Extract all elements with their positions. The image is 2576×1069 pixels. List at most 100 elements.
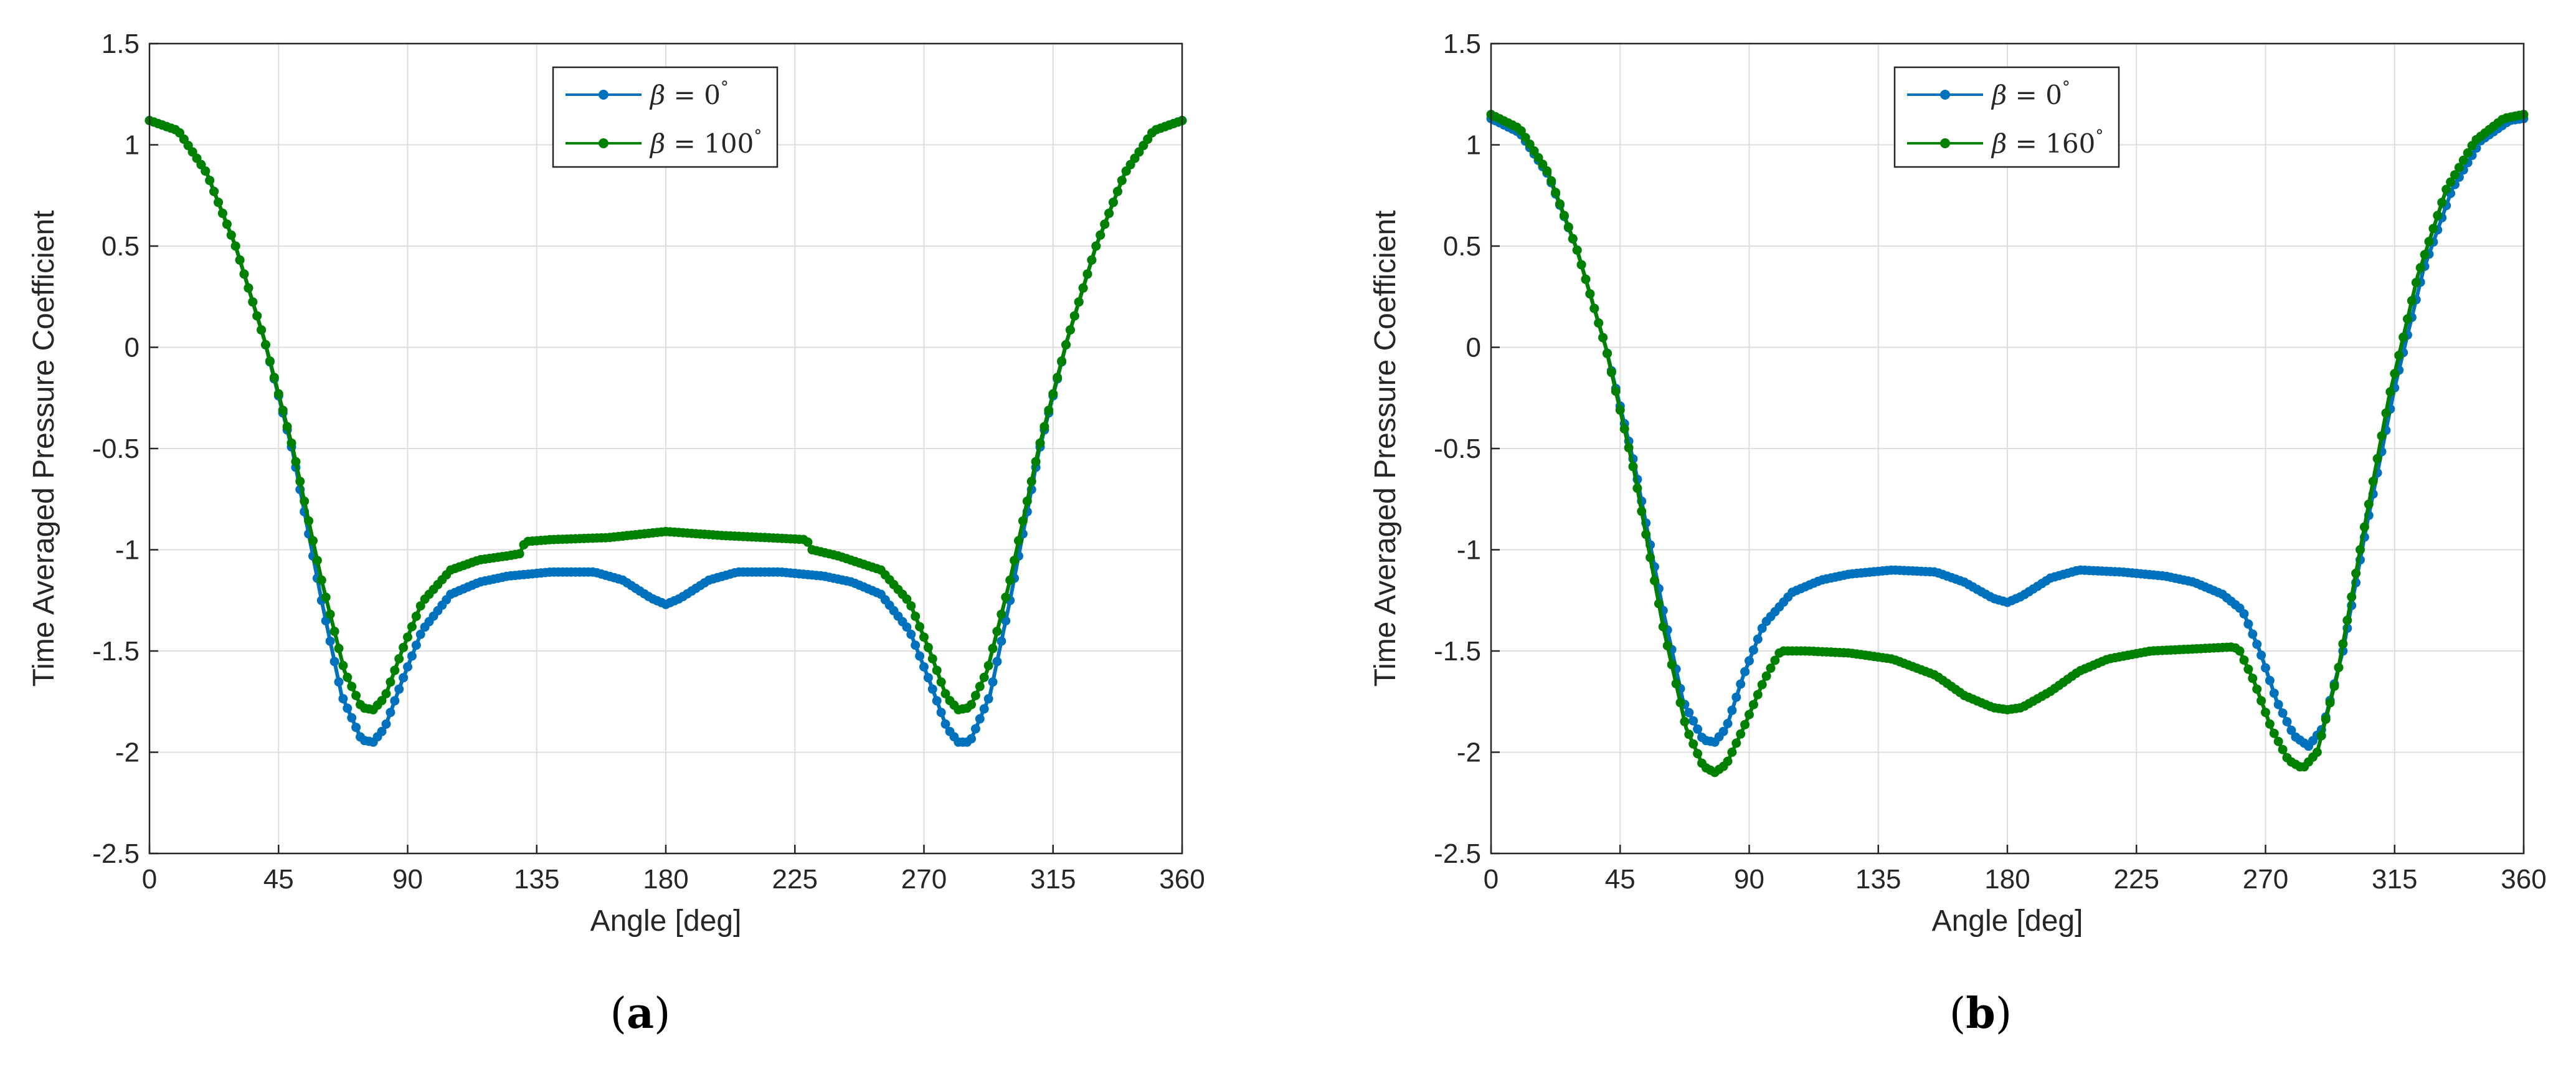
x-tick-label: 270 — [2243, 864, 2288, 895]
data-point — [2321, 715, 2331, 725]
data-point — [1624, 443, 1634, 453]
data-point — [997, 609, 1006, 619]
data-point — [906, 601, 916, 611]
y-tick-label: -2.5 — [1434, 839, 1481, 869]
data-point — [399, 673, 409, 683]
data-point — [1096, 230, 1106, 240]
legend-label-prefix: β = — [1991, 80, 2045, 110]
data-point — [940, 719, 950, 729]
data-point — [1546, 176, 1556, 186]
y-tick-label: 1 — [1466, 130, 1481, 161]
data-point — [334, 677, 344, 687]
data-point — [919, 662, 929, 672]
data-point — [1078, 283, 1088, 293]
data-point — [329, 657, 339, 667]
data-point — [1718, 726, 1728, 736]
data-point — [386, 708, 395, 718]
data-point — [1753, 634, 1763, 644]
data-point — [2273, 700, 2283, 710]
x-tick-label: 225 — [2114, 864, 2159, 895]
data-point — [338, 694, 348, 704]
data-point — [1022, 496, 1032, 506]
data-point — [244, 283, 253, 293]
legend-marker — [599, 138, 608, 148]
data-point — [2356, 545, 2365, 554]
data-point — [394, 684, 404, 694]
data-point — [975, 682, 985, 691]
data-point — [325, 609, 335, 619]
legend-label: β = 160° — [1991, 127, 2103, 159]
data-point — [273, 389, 283, 399]
data-point — [1641, 530, 1651, 539]
data-point — [1753, 690, 1763, 700]
data-point — [222, 219, 232, 229]
data-point — [230, 241, 240, 251]
data-point — [983, 660, 993, 670]
data-point — [2256, 650, 2266, 660]
data-point — [1026, 477, 1036, 487]
data-point — [1031, 457, 1041, 467]
data-point — [2243, 619, 2253, 629]
caption-open-paren: ( — [1949, 989, 1966, 1038]
data-point — [334, 644, 344, 653]
data-point — [2278, 708, 2288, 718]
data-point — [2243, 664, 2253, 674]
data-point — [226, 230, 236, 240]
series-160 — [1486, 110, 2529, 777]
legend-label-prefix: β = — [649, 128, 704, 159]
data-point — [2265, 719, 2275, 729]
data-point — [2377, 431, 2387, 441]
data-point — [988, 677, 998, 687]
data-point — [2458, 155, 2468, 165]
legend-label: β = 0° — [649, 78, 729, 110]
data-point — [1581, 274, 1591, 284]
data-point — [2252, 684, 2262, 694]
data-point — [403, 662, 412, 672]
chart-panel-b: 0 45 90 135 180 225 270 315 360 -2.5 -2 -1.5 -1 -0.5 0… — [1369, 29, 2547, 1038]
data-point — [2415, 263, 2425, 273]
legend-item: β = 0° — [566, 78, 729, 110]
caption-letter: a — [627, 989, 654, 1038]
legend-label-value: 100 — [704, 128, 754, 159]
y-tick-label: -2 — [1457, 738, 1481, 768]
x-axis-label: Angle [deg] — [590, 905, 742, 938]
data-point — [390, 696, 400, 706]
x-tick-label: 45 — [263, 864, 294, 895]
data-point — [1757, 624, 1767, 634]
data-point — [1675, 698, 1685, 708]
y-tick-label: -1 — [1457, 535, 1481, 566]
data-point — [1761, 671, 1771, 681]
legend-box — [1893, 66, 2120, 168]
data-point — [2261, 708, 2270, 718]
chart-panel-a: 0 45 90 135 180 225 270 315 360 -2.5 -2 -1.5 -1 -0.5 0… — [27, 29, 1205, 1038]
data-point — [403, 632, 412, 642]
data-point — [927, 684, 937, 694]
legend-marker — [1940, 90, 1950, 100]
data-point — [1637, 506, 1647, 516]
data-point — [2424, 237, 2434, 247]
data-point — [2256, 696, 2266, 706]
legend-item: β = 0° — [1907, 78, 2070, 110]
data-point — [2248, 629, 2258, 639]
legend-label: β = 100° — [649, 127, 762, 159]
data-point — [1748, 645, 1758, 655]
data-point — [2463, 148, 2473, 158]
data-point — [1611, 386, 1621, 396]
data-point — [394, 654, 404, 663]
data-point — [1005, 575, 1015, 585]
data-point — [214, 197, 223, 207]
data-point — [1091, 241, 1101, 251]
data-point — [902, 594, 912, 604]
y-tick-label: -2.5 — [92, 839, 140, 869]
data-point — [217, 208, 227, 218]
x-tick-label: 180 — [1984, 864, 2030, 895]
data-point — [967, 734, 976, 744]
data-point — [1628, 462, 1638, 472]
data-point — [803, 537, 813, 547]
data-point — [2239, 655, 2249, 665]
data-point — [2325, 698, 2335, 708]
data-point — [2450, 170, 2460, 180]
y-tick-label: 0 — [125, 333, 140, 363]
data-point — [415, 601, 425, 611]
caption-letter: b — [1966, 989, 1996, 1038]
